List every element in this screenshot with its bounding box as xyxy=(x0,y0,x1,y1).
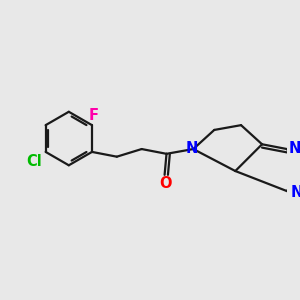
Text: N: N xyxy=(186,141,199,156)
Text: F: F xyxy=(89,108,99,123)
Text: Cl: Cl xyxy=(26,154,42,169)
Text: N: N xyxy=(290,184,300,200)
Text: O: O xyxy=(159,176,172,191)
Text: N: N xyxy=(288,141,300,156)
